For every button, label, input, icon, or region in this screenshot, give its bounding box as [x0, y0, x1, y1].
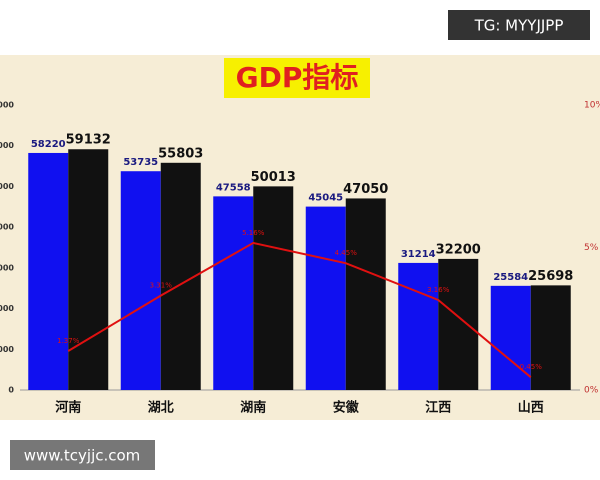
bar: [213, 196, 254, 390]
y-tick-label: 70000: [0, 101, 14, 110]
data-label: 3.16%: [427, 286, 450, 294]
y2-tick-label: 5%: [584, 243, 599, 253]
data-label: 47050: [343, 182, 388, 197]
bar: [28, 152, 69, 390]
data-label: 0.45%: [520, 363, 543, 371]
bar: [398, 262, 439, 390]
watermark-box: [10, 440, 155, 470]
data-label: 59132: [66, 133, 111, 148]
watermark-box: [448, 10, 590, 40]
x-tick-label: 安徽: [333, 400, 360, 416]
data-label: 47558: [216, 182, 251, 193]
bar: [490, 285, 531, 390]
watermark: www.tcyjjc.com: [24, 447, 141, 465]
data-label: 55803: [158, 146, 203, 161]
data-label: 4.45%: [335, 249, 358, 257]
data-label: 31214: [401, 249, 436, 260]
y-tick-label: 20000: [0, 304, 14, 313]
data-label: 50013: [251, 170, 296, 185]
bar: [253, 186, 294, 390]
line: [67, 241, 532, 378]
plot: 0 10000 20000 30000 40000 50000 60000 70000 0% 5%…: [0, 101, 600, 416]
data-label: 1.37%: [57, 337, 80, 345]
bar: [345, 198, 386, 390]
y-tick-label: 50000: [0, 182, 14, 191]
bar: [530, 285, 571, 390]
data-label: 25698: [528, 269, 573, 284]
y-tick-label: 40000: [0, 223, 14, 232]
watermark: TG: MYYJJPP: [474, 17, 564, 35]
data-label: 5.16%: [242, 229, 265, 237]
data-label: 53735: [123, 157, 158, 168]
y-tick-label: 0: [8, 386, 14, 395]
y-tick-label: 10000: [0, 345, 14, 354]
data-label: 32200: [436, 242, 481, 257]
chart-title: GDP指标: [236, 61, 359, 94]
data-label: 25584: [493, 272, 528, 283]
x-tick-label: 山西: [518, 400, 544, 416]
data-label: 58220: [31, 139, 66, 150]
x-tick-label: 湖南: [240, 400, 266, 416]
y2-tick-label: 0%: [584, 386, 599, 396]
data-label: 45045: [308, 193, 343, 204]
y2-tick-label: 10%: [584, 101, 600, 111]
x-tick-label: 江西: [425, 400, 451, 416]
title-background: [224, 58, 370, 98]
y-tick-label: 60000: [0, 141, 14, 150]
x-tick-label: 河南: [55, 400, 81, 416]
y-tick-label: 30000: [0, 263, 14, 272]
x-tick-label: 湖北: [148, 401, 174, 416]
bar: [120, 171, 161, 390]
bar: [438, 258, 479, 390]
bar: [68, 149, 109, 390]
bar: [305, 206, 346, 390]
data-label: 3.31%: [150, 282, 173, 290]
